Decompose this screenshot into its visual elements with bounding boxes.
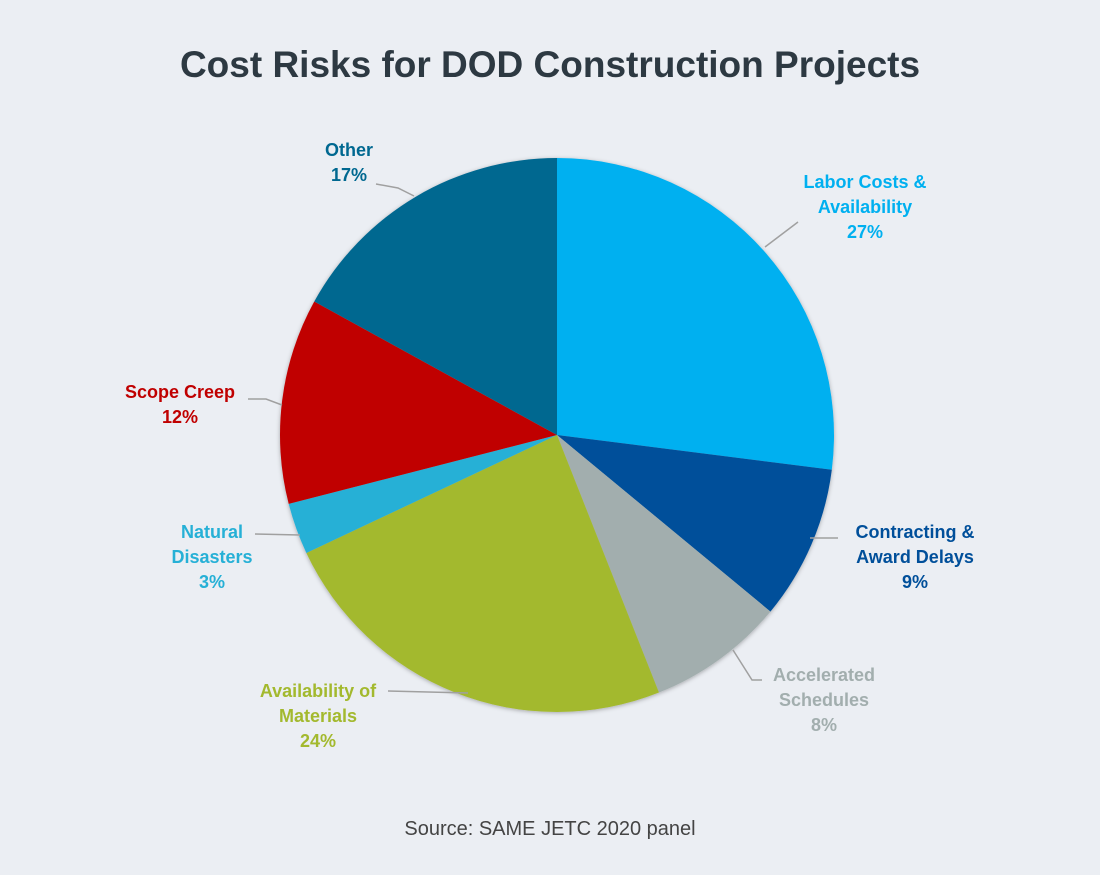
leader-line	[375, 183, 415, 197]
data-label-line: Schedules	[779, 690, 869, 710]
data-label: Scope Creep 12%	[125, 382, 235, 427]
pie-slice-other	[314, 158, 557, 435]
data-label: Availability of Materials 24%	[260, 681, 377, 751]
data-label-line: 8%	[811, 715, 837, 735]
source-note: Source: SAME JETC 2020 panel	[404, 818, 696, 840]
pie-slice-contracting-award-delays	[557, 435, 832, 612]
leader-line	[254, 533, 301, 536]
data-label-line: 3%	[199, 572, 225, 592]
data-label-line: Other	[325, 140, 373, 160]
leader-line	[764, 221, 799, 248]
data-label-line: 24%	[300, 731, 336, 751]
pie-slice-labor-costs-availability	[557, 158, 834, 470]
data-label-line: Availability	[818, 197, 912, 217]
data-label-line: Labor Costs &	[803, 172, 926, 192]
pie-slices	[280, 158, 834, 712]
leader-line	[387, 690, 469, 694]
data-label-line: 27%	[847, 222, 883, 242]
data-label-line: Contracting &	[856, 522, 975, 542]
data-label: Other 17%	[325, 140, 373, 185]
data-label-line: Disasters	[171, 547, 252, 567]
leader-line	[732, 649, 762, 681]
chart-title: Cost Risks for DOD Construction Projects	[179, 44, 921, 85]
data-label-line: 9%	[902, 572, 928, 592]
data-label-line: Scope Creep	[125, 382, 235, 402]
pie-slice-scope-creep	[280, 301, 557, 504]
data-label-line: 17%	[331, 165, 367, 185]
data-label-line: 12%	[162, 407, 198, 427]
data-label-line: Accelerated	[773, 665, 875, 685]
data-label: Natural Disasters 3%	[171, 522, 252, 592]
leader-line	[248, 398, 283, 406]
data-label-line: Availability of	[260, 681, 377, 701]
pie-slice-accelerated-schedules	[557, 435, 771, 693]
data-label-line: Award Delays	[856, 547, 974, 567]
data-label: Labor Costs & Availability 27%	[803, 172, 926, 242]
data-label-line: Materials	[279, 706, 357, 726]
data-label: Accelerated Schedules 8%	[773, 665, 875, 735]
data-label-line: Natural	[181, 522, 243, 542]
pie-slice-availability-of-materials	[306, 435, 659, 712]
pie-slice-natural-disasters	[288, 435, 557, 553]
data-label: Contracting & Award Delays 9%	[856, 522, 975, 592]
